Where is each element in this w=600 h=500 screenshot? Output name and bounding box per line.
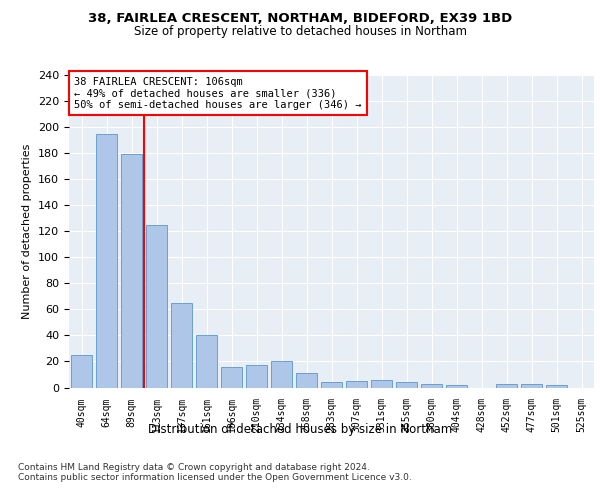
- Text: Distribution of detached houses by size in Northam: Distribution of detached houses by size …: [148, 422, 452, 436]
- Bar: [71, 355, 92, 388]
- Text: Contains public sector information licensed under the Open Government Licence v3: Contains public sector information licen…: [18, 472, 412, 482]
- Text: 38 FAIRLEA CRESCENT: 106sqm
← 49% of detached houses are smaller (336)
50% of se: 38 FAIRLEA CRESCENT: 106sqm ← 49% of det…: [74, 76, 362, 110]
- Bar: [546, 385, 567, 388]
- Bar: [346, 381, 367, 388]
- Bar: [271, 362, 292, 388]
- Bar: [446, 385, 467, 388]
- Bar: [221, 366, 242, 388]
- Bar: [246, 366, 267, 388]
- Bar: [296, 373, 317, 388]
- Bar: [521, 384, 542, 388]
- Bar: [421, 384, 442, 388]
- Bar: [146, 224, 167, 388]
- Text: Size of property relative to detached houses in Northam: Size of property relative to detached ho…: [133, 25, 467, 38]
- Bar: [121, 154, 142, 388]
- Bar: [196, 336, 217, 388]
- Text: Contains HM Land Registry data © Crown copyright and database right 2024.: Contains HM Land Registry data © Crown c…: [18, 462, 370, 471]
- Bar: [396, 382, 417, 388]
- Bar: [321, 382, 342, 388]
- Bar: [496, 384, 517, 388]
- Text: 38, FAIRLEA CRESCENT, NORTHAM, BIDEFORD, EX39 1BD: 38, FAIRLEA CRESCENT, NORTHAM, BIDEFORD,…: [88, 12, 512, 26]
- Bar: [171, 303, 192, 388]
- Y-axis label: Number of detached properties: Number of detached properties: [22, 144, 32, 319]
- Bar: [96, 134, 117, 388]
- Bar: [371, 380, 392, 388]
